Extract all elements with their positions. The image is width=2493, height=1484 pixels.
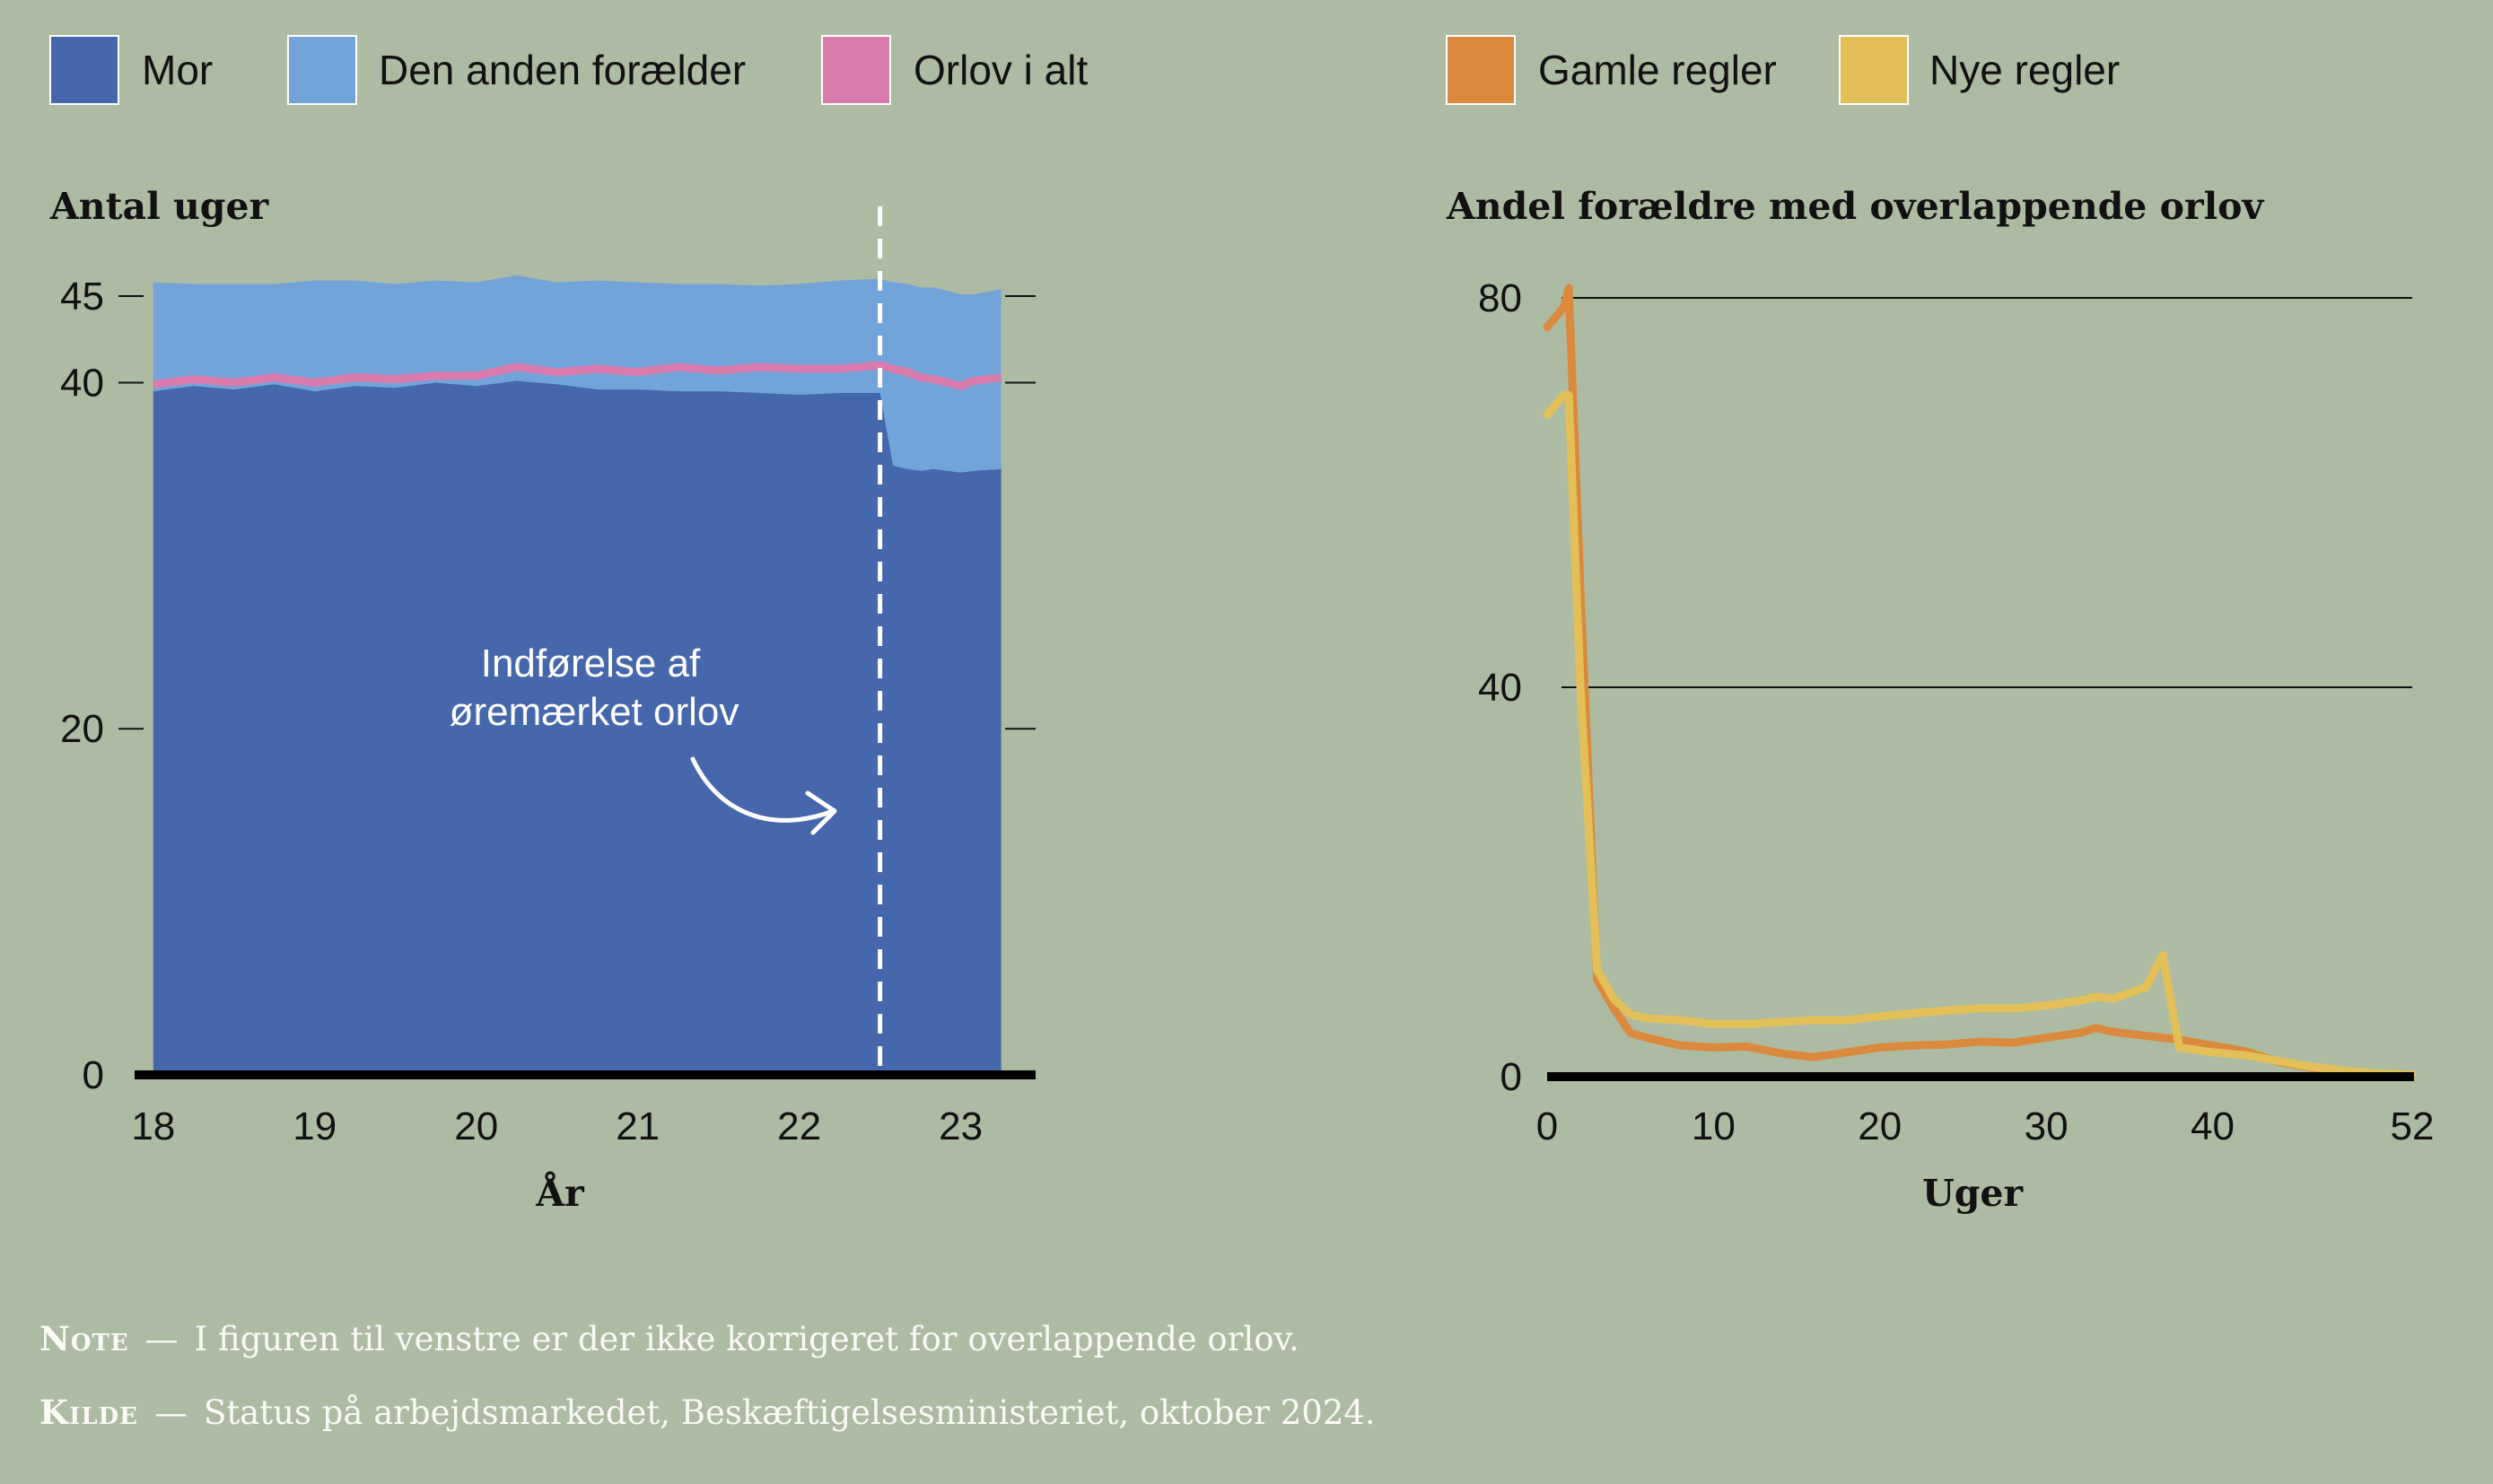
legend-label-gamle-regler: Gamle regler — [1538, 47, 1777, 93]
right-lines — [1543, 284, 2417, 1081]
footnote-note: Note — I figuren til venstre er der ikke k… — [39, 1319, 2462, 1358]
right-gridlines — [1561, 297, 2412, 688]
left-x-tick-19: 19 — [293, 1104, 337, 1148]
legend-item-mor: Mor — [49, 35, 213, 105]
legend-item-orlov-i-alt: Orlov i alt — [821, 35, 1088, 105]
left-y-tick-40: 40 — [60, 361, 104, 405]
note-dash: — — [144, 1320, 179, 1358]
line-gamle-regler — [1543, 284, 2417, 1079]
legend-label-den-anden-foraelder: Den anden forælder — [379, 47, 746, 93]
right-chart-title: Andel forældre med overlappende orlov — [1446, 185, 2265, 228]
legend-item-gamle-regler: Gamle regler — [1446, 35, 1777, 105]
left-x-tick-18: 18 — [131, 1104, 175, 1148]
legend: Mor Den anden forælder Orlov i alt Gamle… — [49, 35, 2120, 105]
right-y-ticks: 0 40 80 — [1478, 276, 1522, 1099]
left-x-ticks: 18 19 20 21 22 23 — [131, 1104, 983, 1148]
note-label: Note — [39, 1319, 129, 1358]
legend-item-nye-regler: Nye regler — [1839, 35, 2120, 105]
source-dash: — — [153, 1393, 188, 1432]
annotation-arrow — [690, 756, 835, 823]
area-mor — [153, 380, 1002, 1075]
left-x-tick-22: 22 — [777, 1104, 821, 1148]
left-areas — [135, 206, 1036, 1079]
legend-swatch-mor — [49, 35, 119, 105]
left-chart: Antal uger Indførelse af øremærket orlov… — [49, 185, 1036, 1215]
source-text: Status på arbejdsmarkedet, Beskæftigelse… — [203, 1393, 1376, 1432]
right-x-tick-10: 10 — [1692, 1104, 1736, 1148]
note-text: I figuren til venstre er der ikke korrig… — [194, 1320, 1299, 1358]
legend-swatch-nye-regler — [1839, 35, 1909, 105]
left-y-ticks: 0 20 40 45 — [60, 275, 104, 1097]
right-x-tick-20: 20 — [1858, 1104, 1902, 1148]
right-x-ticks: 0 10 20 30 40 52 — [1536, 1104, 2435, 1148]
left-x-tick-20: 20 — [454, 1104, 498, 1148]
line-nye-regler — [1543, 391, 2417, 1079]
legend-label-nye-regler: Nye regler — [1929, 47, 2120, 93]
annotation-arrowhead — [805, 790, 837, 835]
left-y-tick-20: 20 — [60, 707, 104, 751]
left-x-tick-23: 23 — [939, 1104, 983, 1148]
line-orlov-i-alt — [153, 361, 1002, 390]
legend-swatch-orlov-i-alt — [821, 35, 891, 105]
annotation: Indførelse af øremærket orlov — [450, 642, 837, 835]
left-ticklines — [118, 295, 1036, 730]
legend-item-den-anden-foraelder: Den anden forælder — [287, 35, 746, 105]
annotation-line-2: øremærket orlov — [450, 690, 739, 734]
right-chart: Andel forældre med overlappende orlov 0 4… — [1446, 185, 2434, 1215]
left-y-tick-0: 0 — [83, 1053, 104, 1097]
right-y-tick-40: 40 — [1478, 666, 1522, 710]
left-x-axis-label: År — [535, 1171, 585, 1215]
right-x-tick-0: 0 — [1536, 1104, 1558, 1148]
annotation-line-1: Indførelse af — [481, 642, 701, 685]
source-label: Kilde — [39, 1392, 138, 1432]
right-x-tick-52: 52 — [2391, 1104, 2435, 1148]
right-x-axis-label: Uger — [1922, 1172, 2025, 1215]
right-x-tick-40: 40 — [2191, 1104, 2235, 1148]
left-chart-title: Antal uger — [49, 185, 270, 228]
right-y-tick-80: 80 — [1478, 276, 1522, 320]
legend-label-mor: Mor — [142, 47, 213, 93]
legend-label-orlov-i-alt: Orlov i alt — [914, 47, 1088, 93]
left-x-tick-21: 21 — [616, 1104, 660, 1148]
legend-swatch-den-anden-foraelder — [287, 35, 357, 105]
right-x-tick-30: 30 — [2025, 1104, 2069, 1148]
legend-swatch-gamle-regler — [1446, 35, 1516, 105]
right-y-tick-0: 0 — [1500, 1055, 1522, 1099]
footnote-source: Kilde — Status på arbejdsmarkedet, Beskæft… — [39, 1392, 2462, 1432]
left-y-tick-45: 45 — [60, 275, 104, 319]
